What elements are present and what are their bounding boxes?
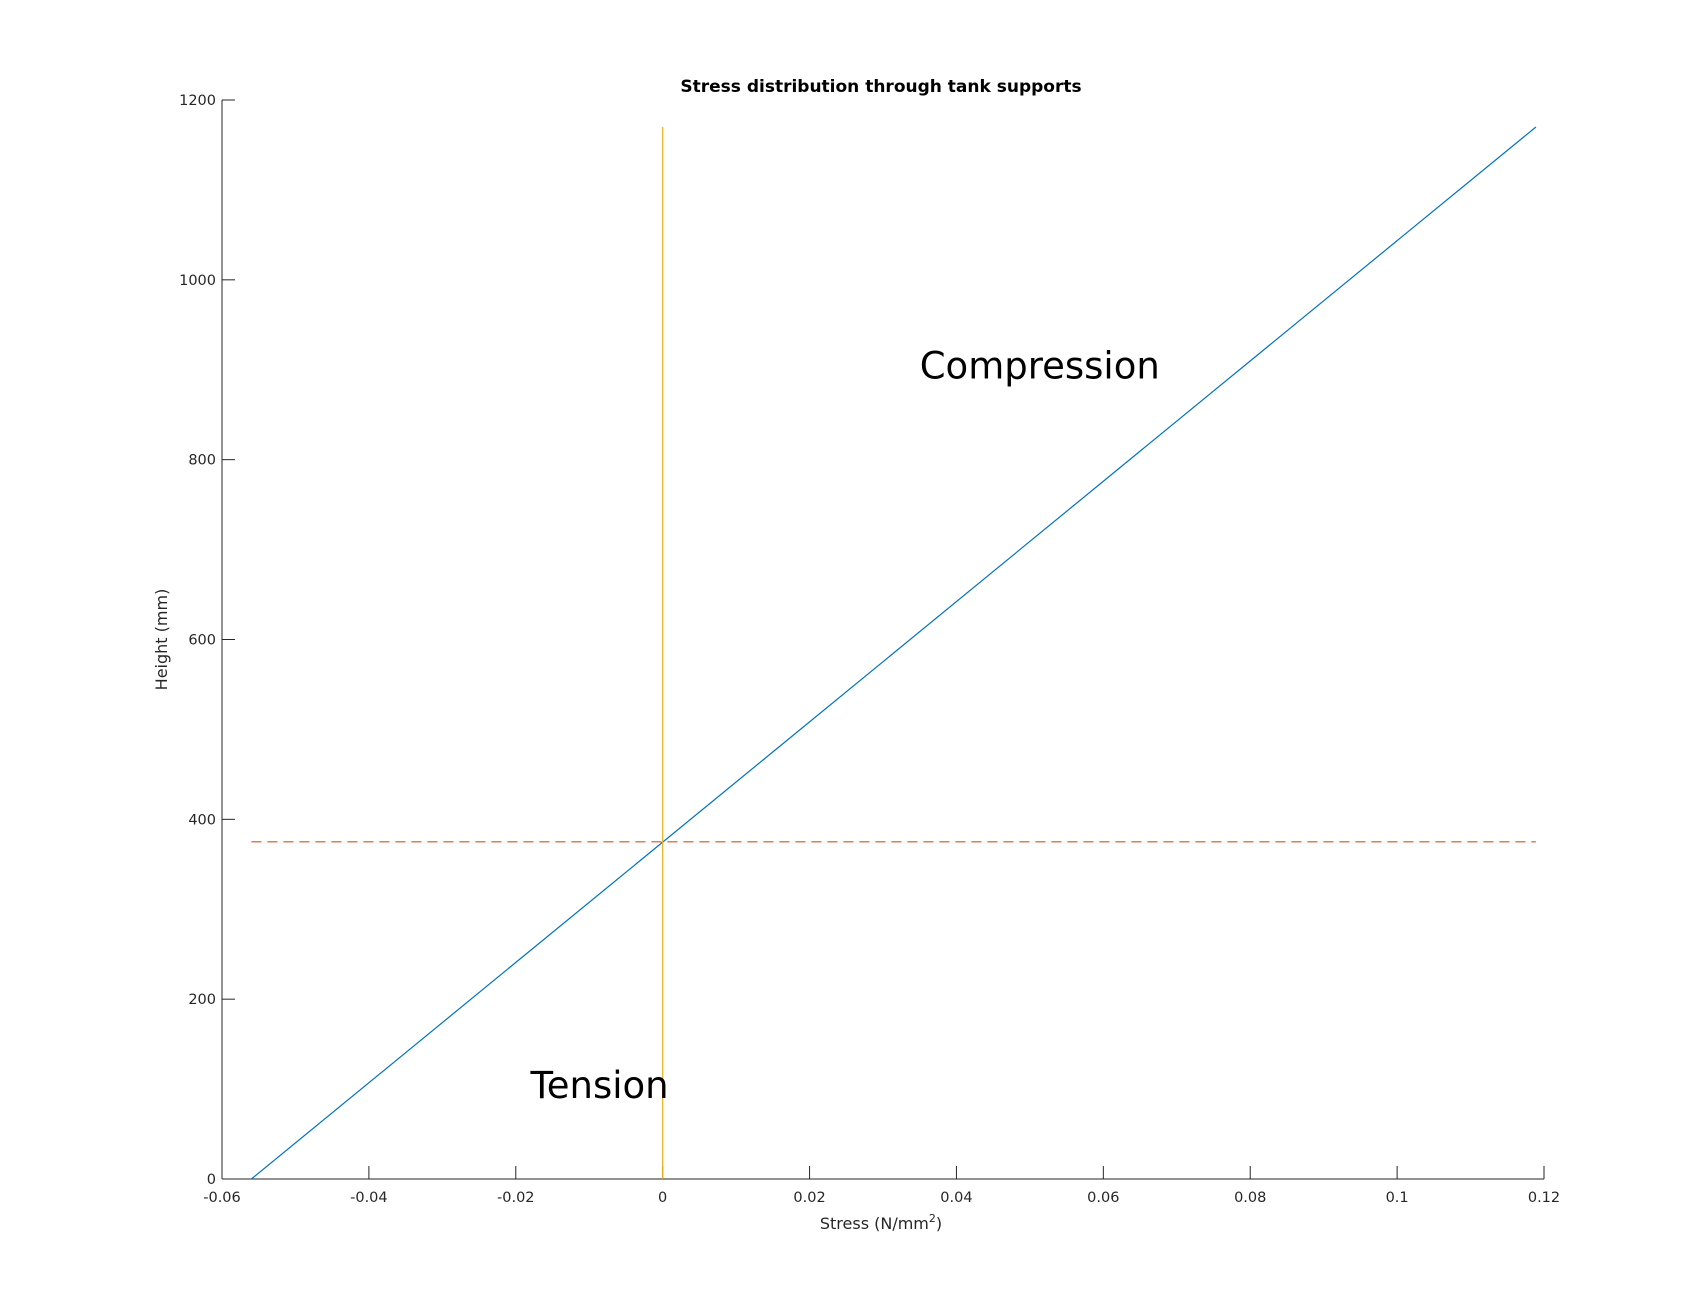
y-tick-label: 800 <box>188 453 216 469</box>
y-ticks: 0 200 400 600 800 1000 1200 <box>179 93 235 1188</box>
x-tick-label: 0.1 <box>1386 1190 1409 1206</box>
x-tick-label: 0.06 <box>1087 1190 1119 1206</box>
x-tick-label: 0.08 <box>1234 1190 1266 1206</box>
x-axis-label: Stress (N/mm2) <box>820 1212 942 1233</box>
x-tick-label: -0.06 <box>203 1190 241 1206</box>
annotations: Compression Tension <box>529 345 1159 1107</box>
x-tick-label: 0.02 <box>793 1190 825 1206</box>
x-tick-label: 0.12 <box>1528 1190 1560 1206</box>
x-axis-label-suffix: ) <box>936 1214 942 1233</box>
x-tick-label: -0.02 <box>497 1190 535 1206</box>
y-tick-label: 200 <box>188 992 216 1008</box>
x-ticks: -0.06 -0.04 -0.02 0 0.02 0.04 0.06 0.08 0.1 0.12 <box>203 1166 1560 1206</box>
x-tick-label: 0 <box>658 1190 667 1206</box>
y-tick-label: 1200 <box>179 93 216 109</box>
y-tick-label: 1000 <box>179 273 216 289</box>
y-axis-label: Height (mm) <box>152 589 171 691</box>
annotation-tension: Tension <box>529 1064 668 1107</box>
axes <box>221 100 1544 1180</box>
series-line-1 <box>250 126 1537 1180</box>
chart-title: Stress distribution through tank support… <box>680 77 1081 97</box>
x-axis-label-superscript: 2 <box>929 1212 936 1225</box>
x-tick-label: 0.04 <box>940 1190 972 1206</box>
y-tick-label: 400 <box>188 812 216 828</box>
y-tick-label: 600 <box>188 633 216 649</box>
series-group <box>250 126 1537 1180</box>
annotation-compression: Compression <box>920 345 1160 388</box>
x-axis-label-main: Stress (N/mm <box>820 1214 929 1233</box>
x-tick-label: -0.04 <box>350 1190 388 1206</box>
y-tick-label: 0 <box>207 1172 216 1188</box>
